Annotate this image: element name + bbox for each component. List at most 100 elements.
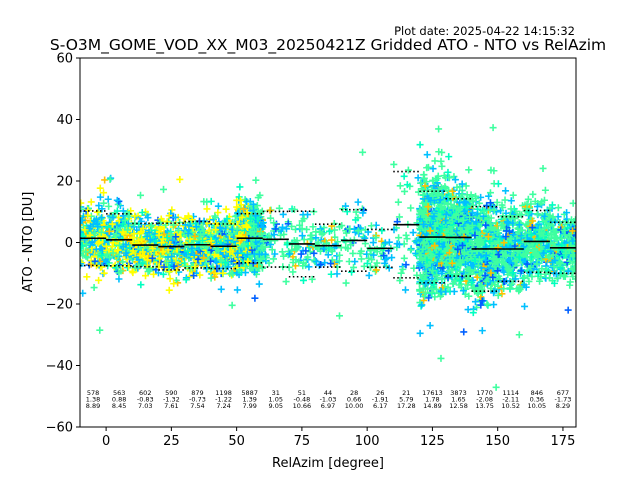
scatter-point [211,273,219,281]
scatter-point [94,251,102,259]
scatter-point [165,286,173,294]
scatter-point [96,193,104,201]
scatter-point [90,284,98,292]
scatter-point [148,222,156,230]
scatter-point [217,285,225,293]
scatter-point [103,250,111,258]
scatter-point [220,235,228,243]
scatter-point [115,275,123,283]
scatter-point [207,197,215,205]
bin-std-label: 8.45 [112,402,126,410]
scatter-point [219,269,227,277]
scatter-point [190,251,198,259]
scatter-point [184,247,192,255]
scatter-point [159,248,167,256]
scatter-point [94,223,102,231]
scatter-point [160,185,168,193]
scatter-point [139,248,147,256]
scatter-point [146,223,154,231]
scatter-point [135,256,143,264]
scatter-point [191,263,199,271]
scatter-point [119,258,127,266]
bin-std-label: 10.00 [345,402,364,410]
scatter-point [121,216,129,224]
scatter-point [82,240,90,248]
scatter-point [113,207,121,215]
scatter-point [156,218,164,226]
scatter-point [137,228,145,236]
scatter-point [200,198,208,206]
scatter-point [210,251,218,259]
scatter-point [137,191,145,199]
scatter-point [137,281,145,289]
bin-std-label: 7.61 [164,402,178,410]
bin-std-label: 7.54 [190,402,204,410]
scatter-point [182,276,190,284]
scatter-point [170,280,178,288]
plot-date: Plot date: 2025-04-22 14:15:32 [394,24,575,38]
scatter-point [119,220,127,228]
scatter-point [96,326,104,334]
scatter-point [155,231,163,239]
scatter-point [82,248,90,256]
scatter-point [169,221,177,229]
scatter-point [90,253,98,261]
scatter-point [184,230,192,238]
scatter-point [168,206,176,214]
bin-std-label: 6.97 [321,402,335,410]
scatter-point [84,211,92,219]
scatter-point [112,232,120,240]
scatter-point [80,199,85,207]
scatter-point [176,175,184,183]
scatter-point [214,252,222,260]
scatter-point [199,237,207,245]
scatter-point [156,255,164,263]
scatter-point [125,213,133,221]
scatter-point [150,270,158,278]
scatter-point [131,212,139,220]
scatter-point [83,273,91,281]
scatter-point [91,257,99,265]
bin-std-label: 17.28 [397,402,416,410]
scatter-point [169,236,177,244]
scatter-point [86,224,94,232]
scatter-point [100,269,108,277]
scatter-point [93,208,101,216]
scatter-point [116,241,124,249]
scatter-point [221,252,229,260]
scatter-point [224,236,232,244]
scatter-point [123,235,131,243]
scatter-point [207,274,215,282]
scatter-point [129,234,137,242]
scatter-point [98,214,106,222]
scatter-point [114,240,122,248]
scatter-point [166,275,174,283]
bin-std-label: 9.05 [269,402,283,410]
scatter-point [144,268,152,276]
scatter-point [80,217,85,225]
scatter-point [97,228,105,236]
scatter-point [109,214,117,222]
scatter-point [164,246,172,254]
scatter-point [203,205,211,213]
scatter-point [95,276,103,284]
bin-std-label: 10.52 [501,402,520,410]
scatter-point [188,244,196,252]
scatter-point [95,238,103,246]
bin-std-label: 8.89 [86,402,100,410]
scatter-point [100,199,108,207]
scatter-point [142,272,150,280]
scatter-point [223,215,231,223]
scatter-point [92,245,100,253]
scatter-point [174,227,182,235]
chart-title: S-O3M_GOME_VOD_XX_M03_20250421Z Gridded … [50,36,606,55]
scatter-point [171,213,179,221]
scatter-point [168,259,176,267]
scatter-point [209,235,217,243]
scatter-point [190,272,198,280]
scatter-point [165,212,173,220]
scatter-point [143,232,151,240]
scatter-point [214,202,222,210]
scatter-point [87,198,95,206]
scatter-point [228,301,236,309]
